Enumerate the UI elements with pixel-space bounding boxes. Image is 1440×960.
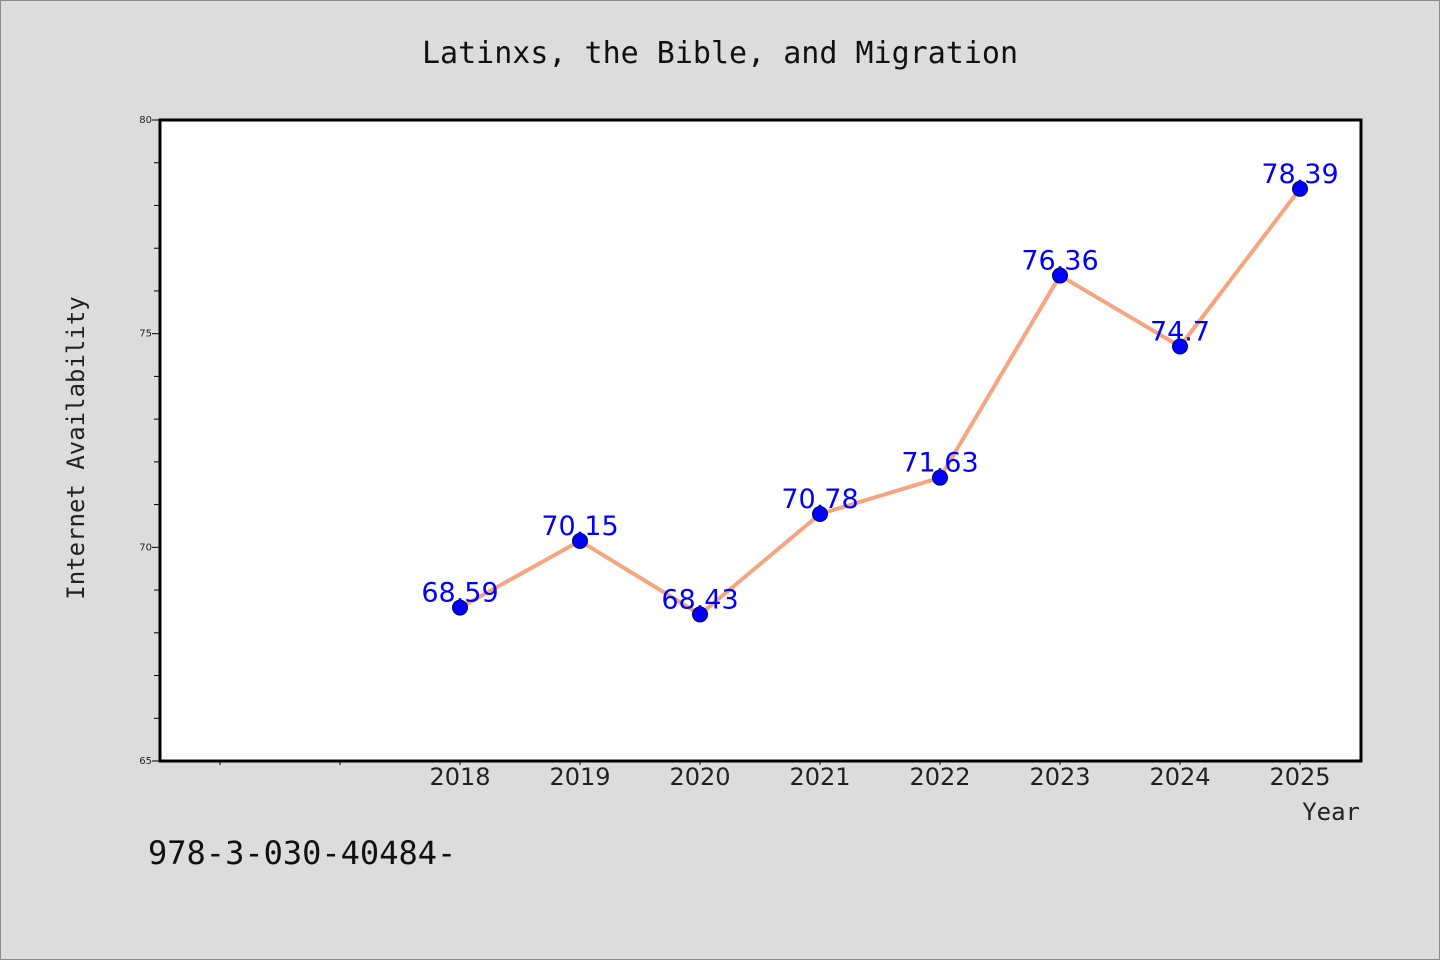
data-label: 78.39 xyxy=(1261,159,1338,190)
data-label: 76.36 xyxy=(1021,246,1098,277)
x-tick-label: 2022 xyxy=(909,763,970,791)
data-label: 68.43 xyxy=(661,584,738,615)
x-tick-label: 2023 xyxy=(1029,763,1090,791)
y-tick-label: 70 xyxy=(139,542,152,553)
data-point-marker xyxy=(1052,267,1068,284)
data-label: 70.78 xyxy=(781,484,858,515)
y-axis-label: Internet Availability xyxy=(62,296,90,599)
series-line xyxy=(458,186,1302,617)
data-point-marker xyxy=(812,506,828,523)
chart-title: Latinxs, the Bible, and Migration xyxy=(422,36,1018,71)
data-point-marker xyxy=(692,606,708,623)
x-tick-label: 2018 xyxy=(429,763,490,791)
y-axis-ticks: 65 70 75 80 xyxy=(139,115,160,767)
data-point-marker xyxy=(1172,338,1188,355)
x-axis-ticks: 2018 2019 2020 2021 2022 2023 2024 2025 xyxy=(219,761,1331,791)
y-tick-label: 80 xyxy=(139,115,152,126)
x-tick-label: 2020 xyxy=(669,763,730,791)
x-tick-label: 2019 xyxy=(549,763,610,791)
x-tick-label: 2024 xyxy=(1149,763,1210,791)
x-tick-label: 2021 xyxy=(789,763,850,791)
x-axis-label: Year xyxy=(1302,798,1360,826)
data-label: 68.59 xyxy=(421,578,498,609)
y-tick-label: 65 xyxy=(139,756,152,767)
series-layer: 68.59 70.15 68.43 70.78 71.63 76.36 74.7 78.39 xyxy=(421,159,1339,623)
footnote-text: 978-3-030-40484- xyxy=(148,834,456,872)
plot-area xyxy=(158,118,1363,763)
data-point-marker xyxy=(452,599,468,616)
data-point-marker xyxy=(572,532,588,549)
y-tick-label: 75 xyxy=(139,329,152,340)
data-label: 70.15 xyxy=(541,511,618,542)
data-point-marker xyxy=(1292,180,1308,197)
data-point-marker xyxy=(932,469,948,486)
x-tick-label: 2025 xyxy=(1269,763,1330,791)
data-label: 74.7 xyxy=(1150,316,1210,347)
data-label: 71.63 xyxy=(901,448,978,479)
